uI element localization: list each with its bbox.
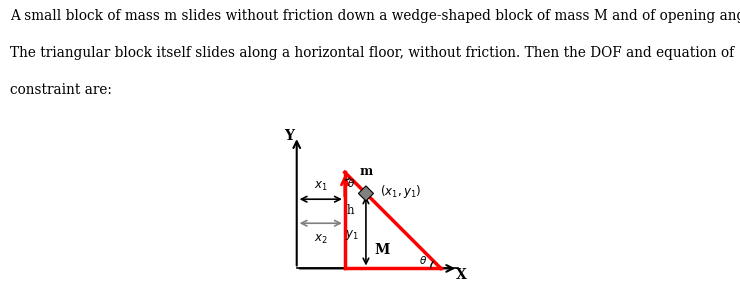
Text: $\theta$: $\theta$ xyxy=(419,254,427,266)
Text: $y_1$: $y_1$ xyxy=(345,228,358,242)
Polygon shape xyxy=(358,186,374,201)
Text: $(x_1,y_1)$: $(x_1,y_1)$ xyxy=(380,183,421,200)
Text: m: m xyxy=(360,165,372,178)
Text: h: h xyxy=(346,204,354,217)
Text: A small block of mass m slides without friction down a wedge-shaped block of mas: A small block of mass m slides without f… xyxy=(10,9,740,23)
Text: M: M xyxy=(375,243,390,256)
Text: $x_1$: $x_1$ xyxy=(314,180,328,193)
Text: $\theta$: $\theta$ xyxy=(346,177,354,189)
Text: constraint are:: constraint are: xyxy=(10,83,112,97)
Text: X: X xyxy=(456,268,467,282)
Text: Y: Y xyxy=(284,129,295,143)
Text: The triangular block itself slides along a horizontal floor, without friction. T: The triangular block itself slides along… xyxy=(10,46,734,60)
Text: $x_2$: $x_2$ xyxy=(314,233,328,246)
